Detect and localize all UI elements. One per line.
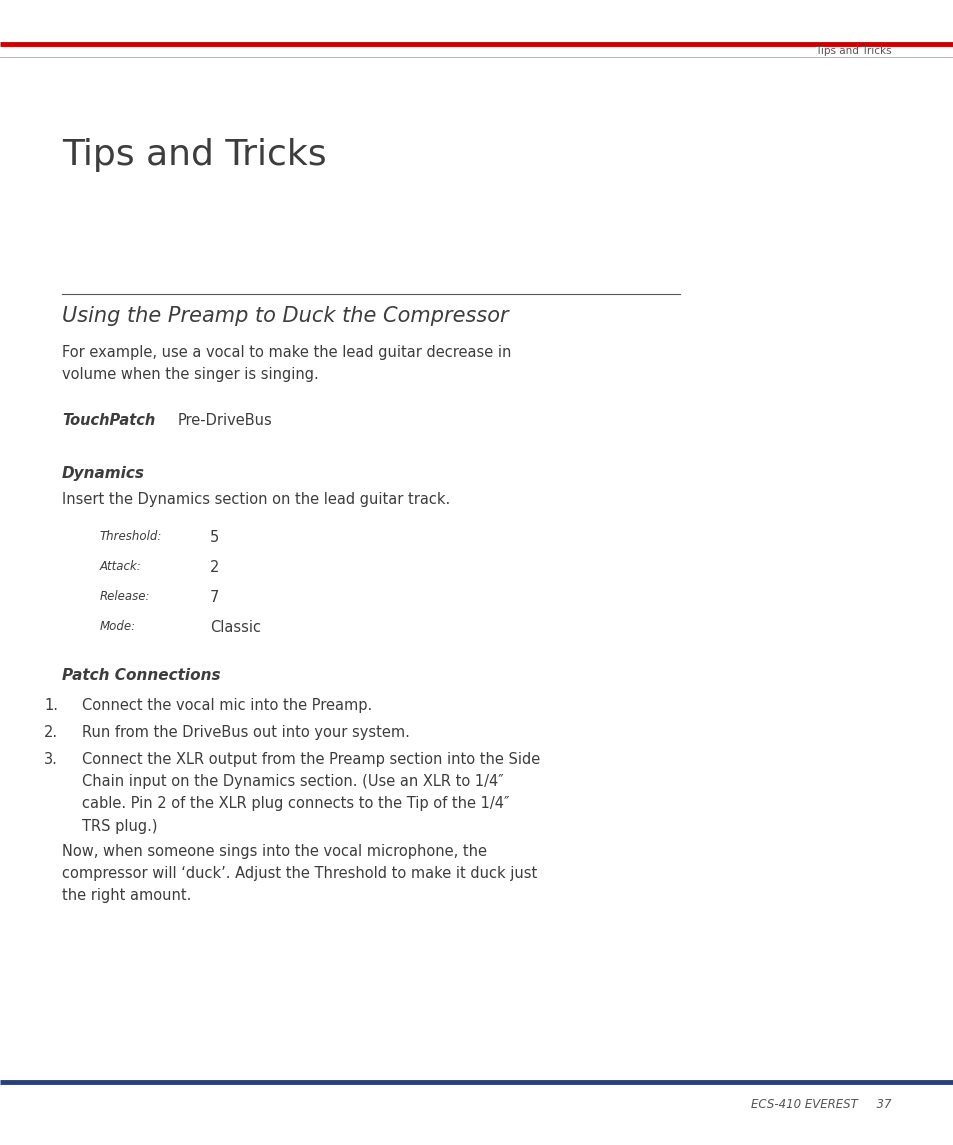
Text: 7: 7 (210, 590, 219, 605)
Text: ECS-410 EVEREST     37: ECS-410 EVEREST 37 (751, 1098, 891, 1111)
Text: Tips and Tricks: Tips and Tricks (62, 139, 326, 172)
Text: Patch Connections: Patch Connections (62, 668, 220, 684)
Text: Tips and Tricks: Tips and Tricks (815, 46, 891, 56)
Text: Insert the Dynamics section on the lead guitar track.: Insert the Dynamics section on the lead … (62, 492, 450, 507)
Text: 2.: 2. (44, 725, 58, 740)
Text: Connect the XLR output from the Preamp section into the Side
Chain input on the : Connect the XLR output from the Preamp s… (82, 752, 539, 834)
Text: 2: 2 (210, 560, 219, 575)
Text: Connect the vocal mic into the Preamp.: Connect the vocal mic into the Preamp. (82, 698, 372, 713)
Text: Run from the DriveBus out into your system.: Run from the DriveBus out into your syst… (82, 725, 410, 740)
Text: TouchPatch: TouchPatch (62, 413, 155, 428)
Text: 1.: 1. (44, 698, 58, 713)
Text: Dynamics: Dynamics (62, 466, 145, 481)
Text: Mode:: Mode: (100, 619, 136, 633)
Text: Pre-DriveBus: Pre-DriveBus (178, 413, 273, 428)
Text: For example, use a vocal to make the lead guitar decrease in
volume when the sin: For example, use a vocal to make the lea… (62, 345, 511, 382)
Text: Classic: Classic (210, 619, 261, 635)
Text: 3.: 3. (44, 752, 58, 767)
Text: Using the Preamp to Duck the Compressor: Using the Preamp to Duck the Compressor (62, 306, 508, 326)
Text: Attack:: Attack: (100, 560, 142, 572)
Text: Now, when someone sings into the vocal microphone, the
compressor will ‘duck’. A: Now, when someone sings into the vocal m… (62, 844, 537, 903)
Text: Threshold:: Threshold: (100, 530, 162, 543)
Text: 5: 5 (210, 530, 219, 545)
Text: Release:: Release: (100, 590, 151, 603)
